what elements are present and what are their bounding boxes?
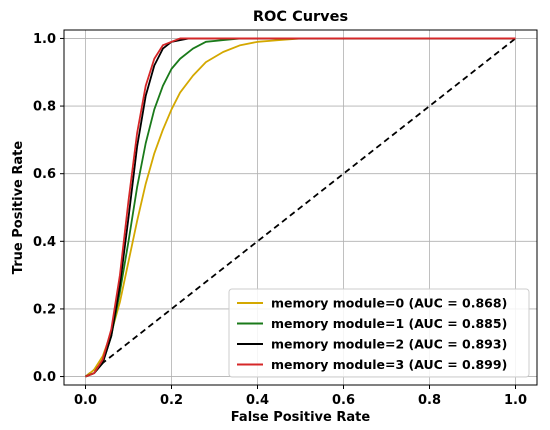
x-axis-label: False Positive Rate <box>231 410 371 425</box>
x-tick-label-0: 0.0 <box>74 393 97 408</box>
legend-label-3: memory module=3 (AUC = 0.899) <box>271 357 507 372</box>
legend: memory module=0 (AUC = 0.868) memory modu… <box>228 288 530 378</box>
series-line-3 <box>85 37 516 378</box>
x-tick-label-1: 0.2 <box>160 393 183 408</box>
x-axis-ticks: 0.0 0.2 0.4 0.6 0.8 1.0 <box>74 385 527 408</box>
legend-box <box>228 288 530 378</box>
y-tick-label-1: 0.2 <box>33 302 56 317</box>
x-tick-label-5: 1.0 <box>504 393 527 408</box>
legend-label-0: memory module=0 (AUC = 0.868) <box>271 296 507 311</box>
y-tick-label-2: 0.4 <box>33 235 56 250</box>
legend-label-2: memory module=2 (AUC = 0.893) <box>271 337 507 352</box>
y-axis-label: True Positive Rate <box>11 141 26 275</box>
y-tick-label-0: 0.0 <box>33 370 56 385</box>
y-axis-ticks: 0.0 0.2 0.4 0.6 0.8 1.0 <box>33 32 64 385</box>
chart-title: ROC Curves <box>253 9 348 25</box>
x-tick-label-2: 0.4 <box>246 393 269 408</box>
y-tick-label-5: 1.0 <box>33 32 56 47</box>
plot-frame <box>63 29 538 386</box>
x-tick-label-4: 0.8 <box>418 393 441 408</box>
legend-label-1: memory module=1 (AUC = 0.885) <box>271 316 507 331</box>
x-tick-label-3: 0.6 <box>332 393 355 408</box>
reference-line <box>84 37 517 378</box>
y-tick-label-3: 0.6 <box>33 167 56 182</box>
series-layer <box>84 37 516 378</box>
reference-diagonal <box>84 37 517 378</box>
y-tick-label-4: 0.8 <box>33 100 56 115</box>
